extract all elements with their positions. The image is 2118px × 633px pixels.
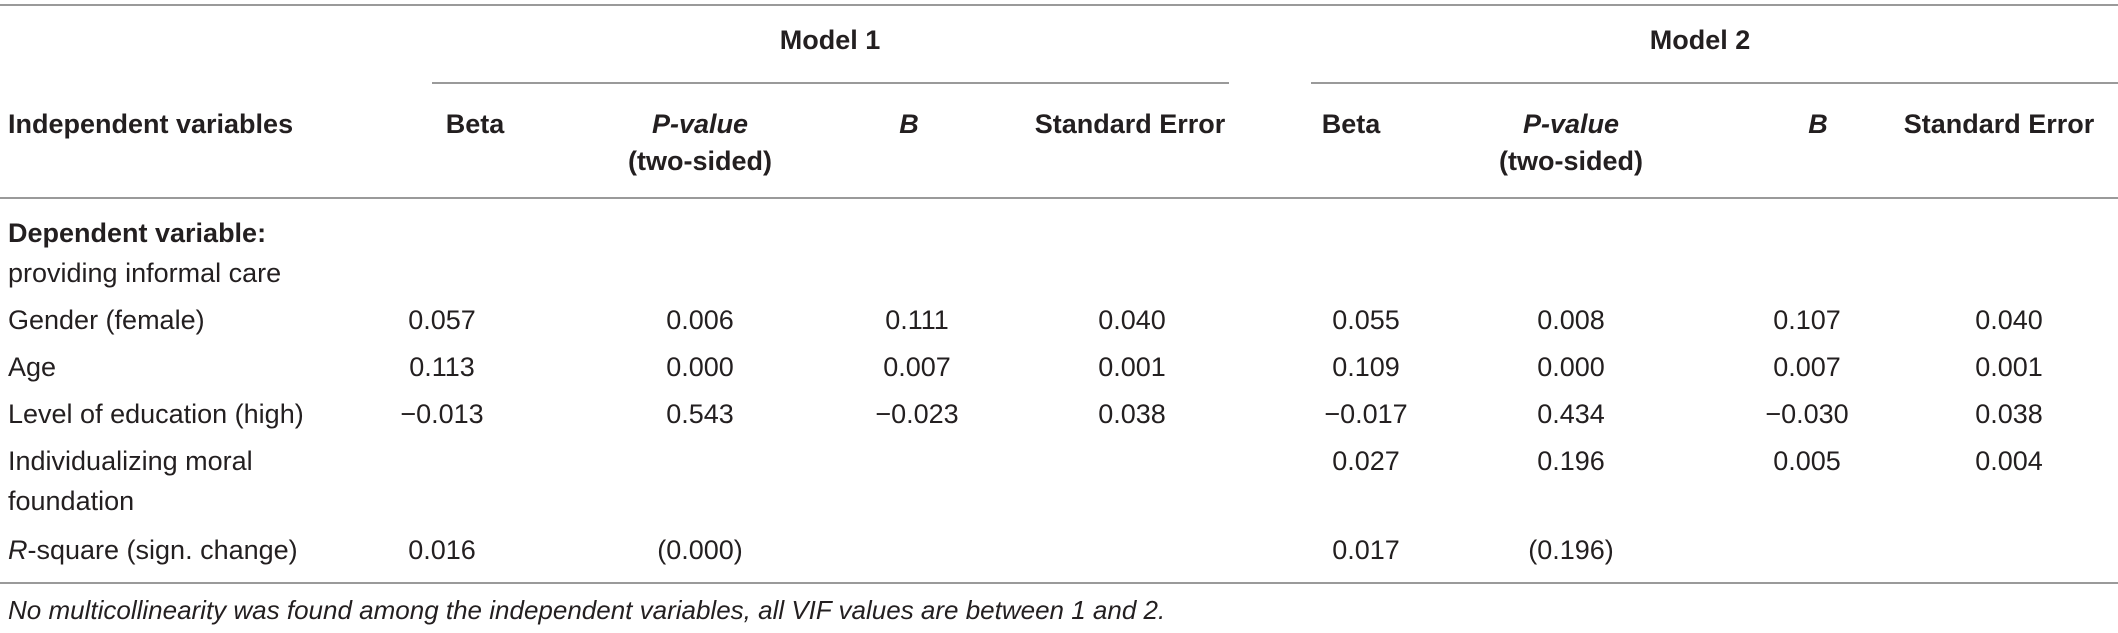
dependent-variable-name: providing informal care — [8, 258, 282, 288]
row-label-moral-foundation-cont: foundation — [8, 486, 135, 516]
cell: 0.000 — [1537, 352, 1605, 382]
cell: 0.057 — [408, 305, 476, 335]
cell: 0.040 — [1975, 305, 2043, 335]
cell: 0.111 — [885, 305, 949, 335]
cell: 0.027 — [1332, 446, 1400, 476]
r-italic: R — [8, 535, 28, 565]
r-square-rest: -square (sign. change) — [27, 535, 298, 565]
cell: −0.030 — [1765, 399, 1849, 429]
cell: −0.013 — [400, 399, 484, 429]
top-rule — [0, 4, 2118, 6]
cell: 0.006 — [666, 305, 734, 335]
col-header-pvalue-sub-m1: (two-sided) — [628, 146, 772, 176]
cell: 0.109 — [1332, 352, 1400, 382]
cell: 0.008 — [1537, 305, 1605, 335]
table-footnote: No multicollinearity was found among the… — [8, 595, 1166, 625]
cell: 0.017 — [1332, 535, 1400, 565]
cell: 0.016 — [408, 535, 476, 565]
model2-underline — [1311, 82, 2118, 84]
cell: 0.107 — [1773, 305, 1841, 335]
dependent-variable-label: Dependent variable: — [8, 218, 267, 248]
group-header-model2: Model 2 — [1649, 25, 1751, 55]
cell: 0.040 — [1098, 305, 1166, 335]
cell: 0.004 — [1975, 446, 2043, 476]
cell: 0.434 — [1537, 399, 1605, 429]
cell: (0.000) — [657, 535, 743, 565]
col-header-b-m2: B — [1808, 109, 1828, 139]
cell: −0.017 — [1324, 399, 1408, 429]
col-header-beta-m2: Beta — [1321, 109, 1381, 139]
cell: (0.196) — [1528, 535, 1614, 565]
cell: 0.005 — [1773, 446, 1841, 476]
row-label-age: Age — [8, 352, 57, 382]
cell: 0.007 — [1773, 352, 1841, 382]
stub-header: Independent variables — [8, 109, 294, 139]
cell: 0.001 — [1975, 352, 2043, 382]
model1-underline — [432, 82, 1229, 84]
cell: 0.038 — [1975, 399, 2043, 429]
cell: 0.196 — [1537, 446, 1605, 476]
cell: 0.113 — [409, 352, 475, 382]
col-header-b-m1: B — [899, 109, 919, 139]
header-bottom-rule — [0, 197, 2118, 199]
cell: 0.038 — [1098, 399, 1166, 429]
cell: 0.543 — [666, 399, 734, 429]
col-header-se-m1: Standard Error — [1034, 109, 1226, 139]
cell: 0.001 — [1098, 352, 1166, 382]
row-label-r-square: R-square (sign. change) — [8, 530, 298, 570]
col-header-pvalue-sub-m2: (two-sided) — [1499, 146, 1643, 176]
group-header-model1: Model 1 — [779, 25, 881, 55]
row-label-gender: Gender (female) — [8, 305, 205, 335]
col-header-se-m2: Standard Error — [1903, 109, 2095, 139]
col-header-beta-m1: Beta — [445, 109, 505, 139]
col-header-pvalue-m1: P-value — [651, 109, 749, 139]
cell: 0.055 — [1332, 305, 1400, 335]
cell: −0.023 — [875, 399, 959, 429]
table-bottom-rule — [0, 582, 2118, 584]
cell: 0.000 — [666, 352, 734, 382]
col-header-pvalue-m2: P-value — [1522, 109, 1620, 139]
row-label-education: Level of education (high) — [8, 399, 304, 429]
cell: 0.007 — [883, 352, 951, 382]
row-label-moral-foundation: Individualizing moral — [8, 446, 253, 476]
